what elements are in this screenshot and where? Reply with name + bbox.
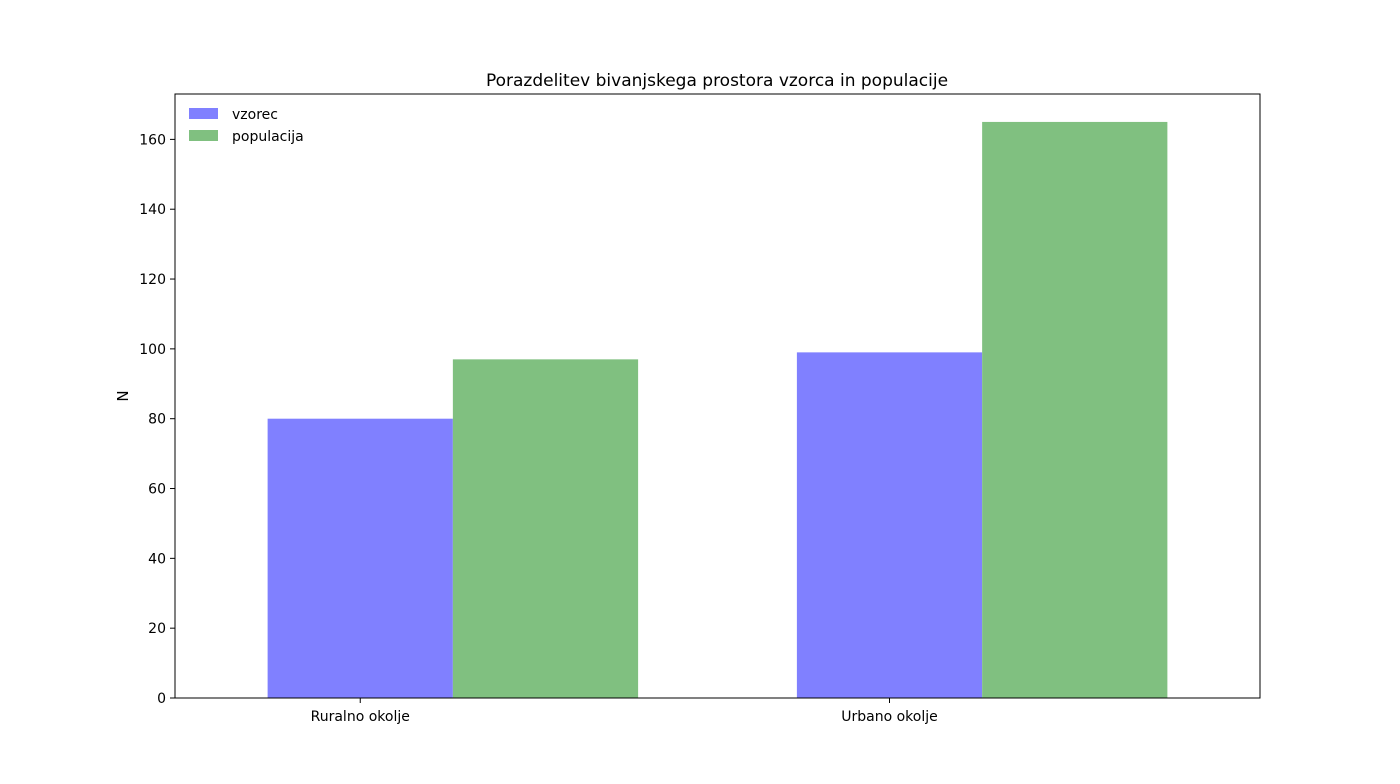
bar-populacija-1 [982,121,1168,698]
y-axis-label: N [114,390,132,401]
x-axis-ticks: Ruralno okolje Urbano okolje [311,698,938,725]
plot-frame [174,93,1261,699]
legend-label-populacija: populacija [232,129,304,145]
y-tick-label-2: 40 [148,551,166,567]
x-tick-label-0: Ruralno okolje [311,709,410,725]
y-tick-label-4: 80 [148,412,166,428]
bar-vzorec-1 [796,352,983,698]
legend-swatch-populacija [189,130,218,141]
bar-vzorec-0 [267,418,453,698]
y-axis-ticks: 0 20 40 60 80 100 120 140 160 [139,132,175,707]
bars-group [267,121,1168,698]
y-tick-label-7: 140 [139,202,166,218]
y-tick-label-5: 100 [139,342,166,358]
y-tick-label-8: 160 [139,132,166,148]
y-tick-label-3: 60 [148,482,166,498]
y-tick-label-6: 120 [139,272,166,288]
legend: vzorec populacija [189,107,304,145]
y-tick-label-0: 0 [157,691,166,707]
y-tick-label-1: 20 [148,621,166,637]
chart-title: Porazdelitev bivanjskega prostora vzorca… [486,71,948,91]
legend-label-vzorec: vzorec [232,107,278,123]
bar-populacija-0 [452,359,639,698]
x-tick-label-1: Urbano okolje [841,709,938,725]
legend-swatch-vzorec [189,108,218,119]
